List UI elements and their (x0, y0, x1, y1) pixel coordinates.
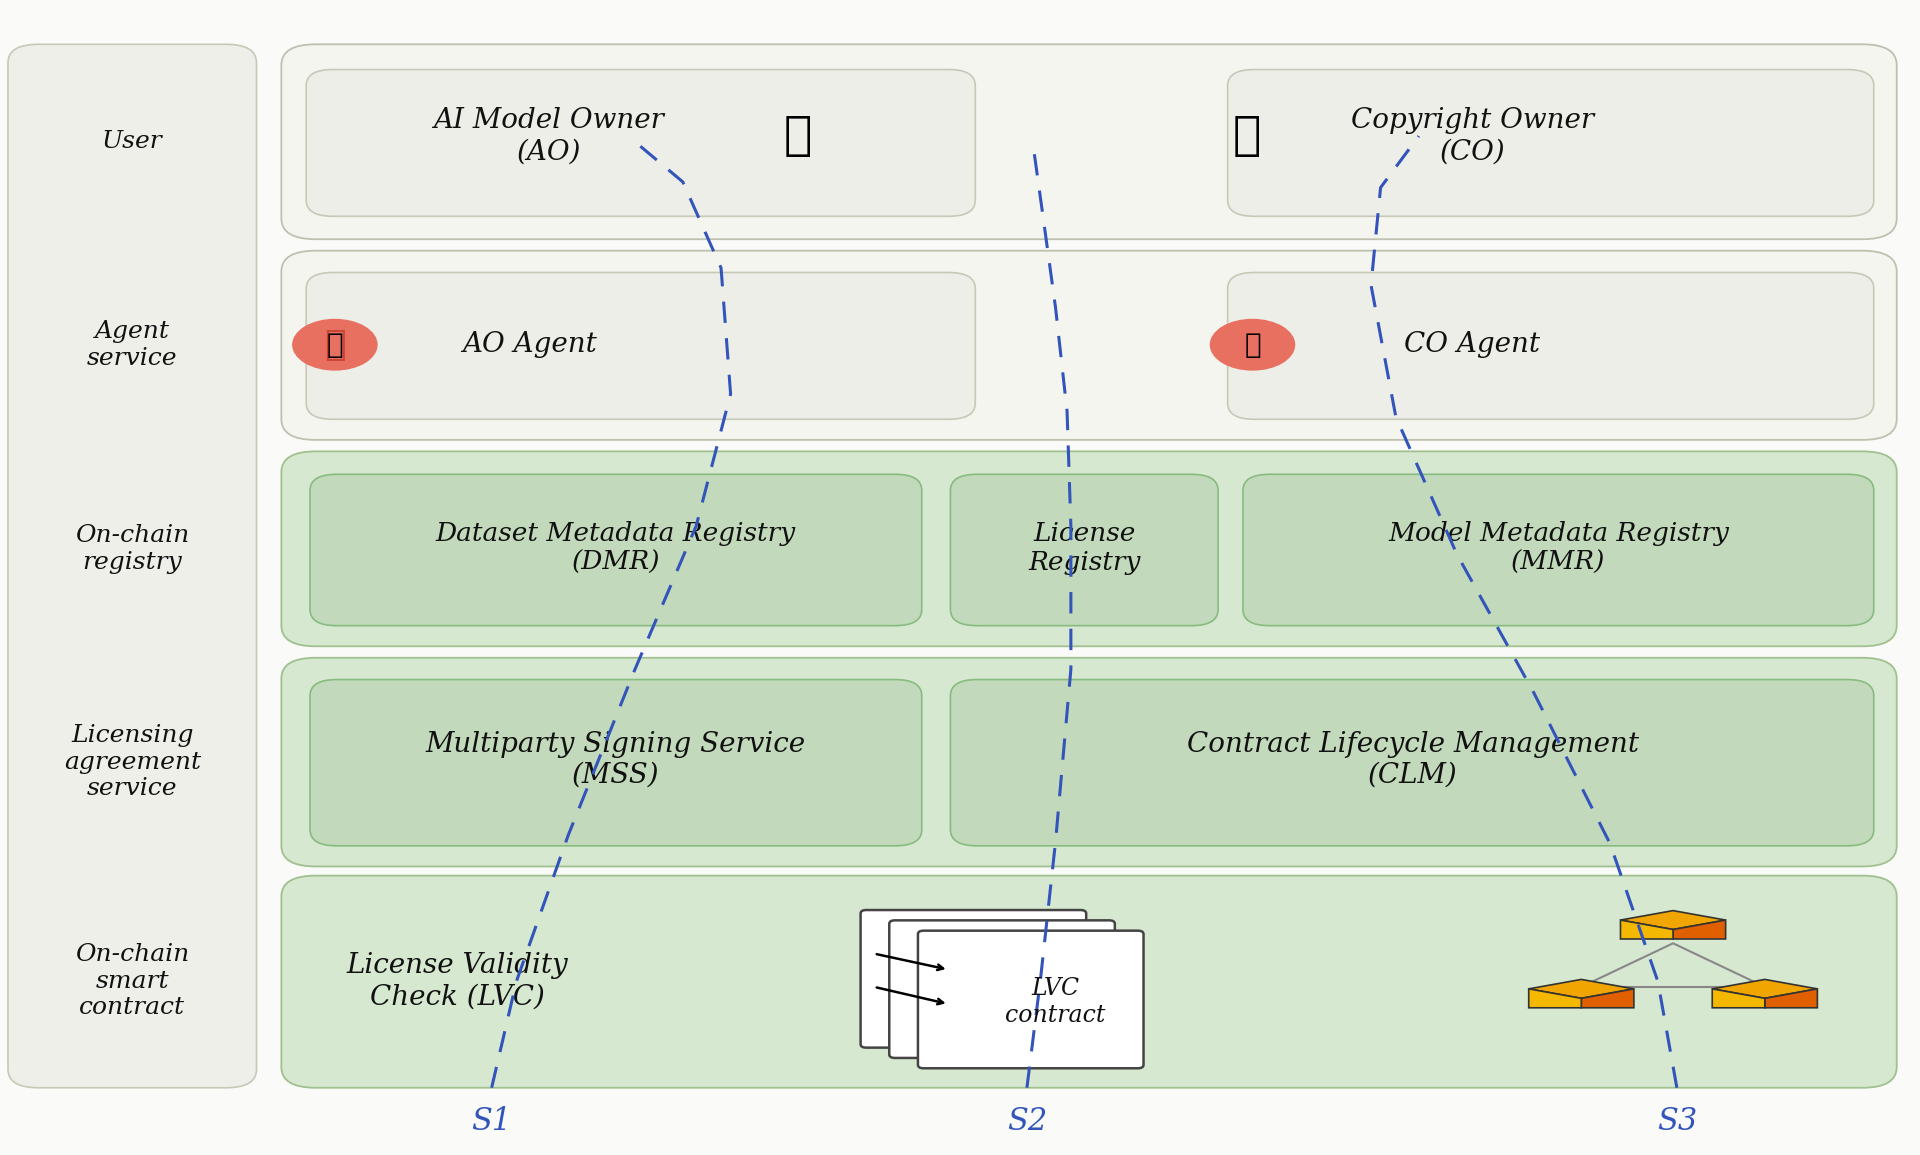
Text: 🏛: 🏛 (324, 328, 346, 362)
FancyBboxPatch shape (282, 251, 1897, 440)
FancyBboxPatch shape (305, 273, 975, 419)
Polygon shape (1528, 979, 1634, 998)
Text: 🤖: 🤖 (783, 113, 812, 158)
Polygon shape (1713, 989, 1764, 1008)
Text: Multiparty Signing Service
(MSS): Multiparty Signing Service (MSS) (426, 731, 806, 789)
Text: License Validity
Check (LVC): License Validity Check (LVC) (346, 952, 568, 1011)
Text: On-chain
registry: On-chain registry (75, 524, 190, 574)
FancyBboxPatch shape (918, 931, 1144, 1068)
Text: LVC
contract: LVC contract (1006, 977, 1106, 1027)
FancyBboxPatch shape (1242, 475, 1874, 626)
FancyBboxPatch shape (305, 69, 975, 216)
Text: On-chain
smart
contract: On-chain smart contract (75, 942, 190, 1019)
Text: AI Model Owner
(AO): AI Model Owner (AO) (434, 107, 664, 165)
Polygon shape (1764, 989, 1818, 1008)
Text: 🏛: 🏛 (326, 330, 344, 359)
Text: Model Metadata Registry
(MMR): Model Metadata Registry (MMR) (1388, 521, 1728, 575)
Polygon shape (1620, 910, 1726, 930)
FancyBboxPatch shape (282, 875, 1897, 1088)
Text: Copyright Owner
(CO): Copyright Owner (CO) (1352, 107, 1594, 165)
Text: Dataset Metadata Registry
(DMR): Dataset Metadata Registry (DMR) (436, 521, 797, 575)
Circle shape (294, 320, 376, 370)
Polygon shape (1672, 921, 1726, 939)
FancyBboxPatch shape (1227, 273, 1874, 419)
Text: S2: S2 (1006, 1106, 1046, 1137)
FancyBboxPatch shape (889, 921, 1116, 1058)
Text: Contract Lifecycle Management
(CLM): Contract Lifecycle Management (CLM) (1187, 731, 1640, 789)
Text: AO Agent: AO Agent (463, 331, 597, 358)
Circle shape (1210, 320, 1294, 370)
Text: Licensing
agreement
service: Licensing agreement service (63, 724, 202, 800)
FancyBboxPatch shape (8, 44, 257, 1088)
Text: S1: S1 (472, 1106, 513, 1137)
FancyBboxPatch shape (950, 475, 1217, 626)
FancyBboxPatch shape (1227, 69, 1874, 216)
FancyBboxPatch shape (282, 657, 1897, 866)
Text: User: User (102, 131, 163, 154)
Text: License
Registry: License Registry (1027, 521, 1140, 575)
Text: S3: S3 (1657, 1106, 1697, 1137)
Polygon shape (1713, 979, 1818, 998)
Text: 🙈: 🙈 (1233, 113, 1261, 158)
FancyBboxPatch shape (309, 679, 922, 845)
FancyBboxPatch shape (282, 452, 1897, 647)
Text: CO Agent: CO Agent (1404, 331, 1540, 358)
FancyBboxPatch shape (860, 910, 1087, 1048)
Polygon shape (1528, 989, 1582, 1008)
Text: 🏛: 🏛 (1244, 330, 1261, 359)
FancyBboxPatch shape (309, 475, 922, 626)
Polygon shape (1620, 921, 1672, 939)
Polygon shape (1582, 989, 1634, 1008)
Text: Agent
service: Agent service (86, 320, 177, 370)
FancyBboxPatch shape (282, 44, 1897, 239)
FancyBboxPatch shape (950, 679, 1874, 845)
